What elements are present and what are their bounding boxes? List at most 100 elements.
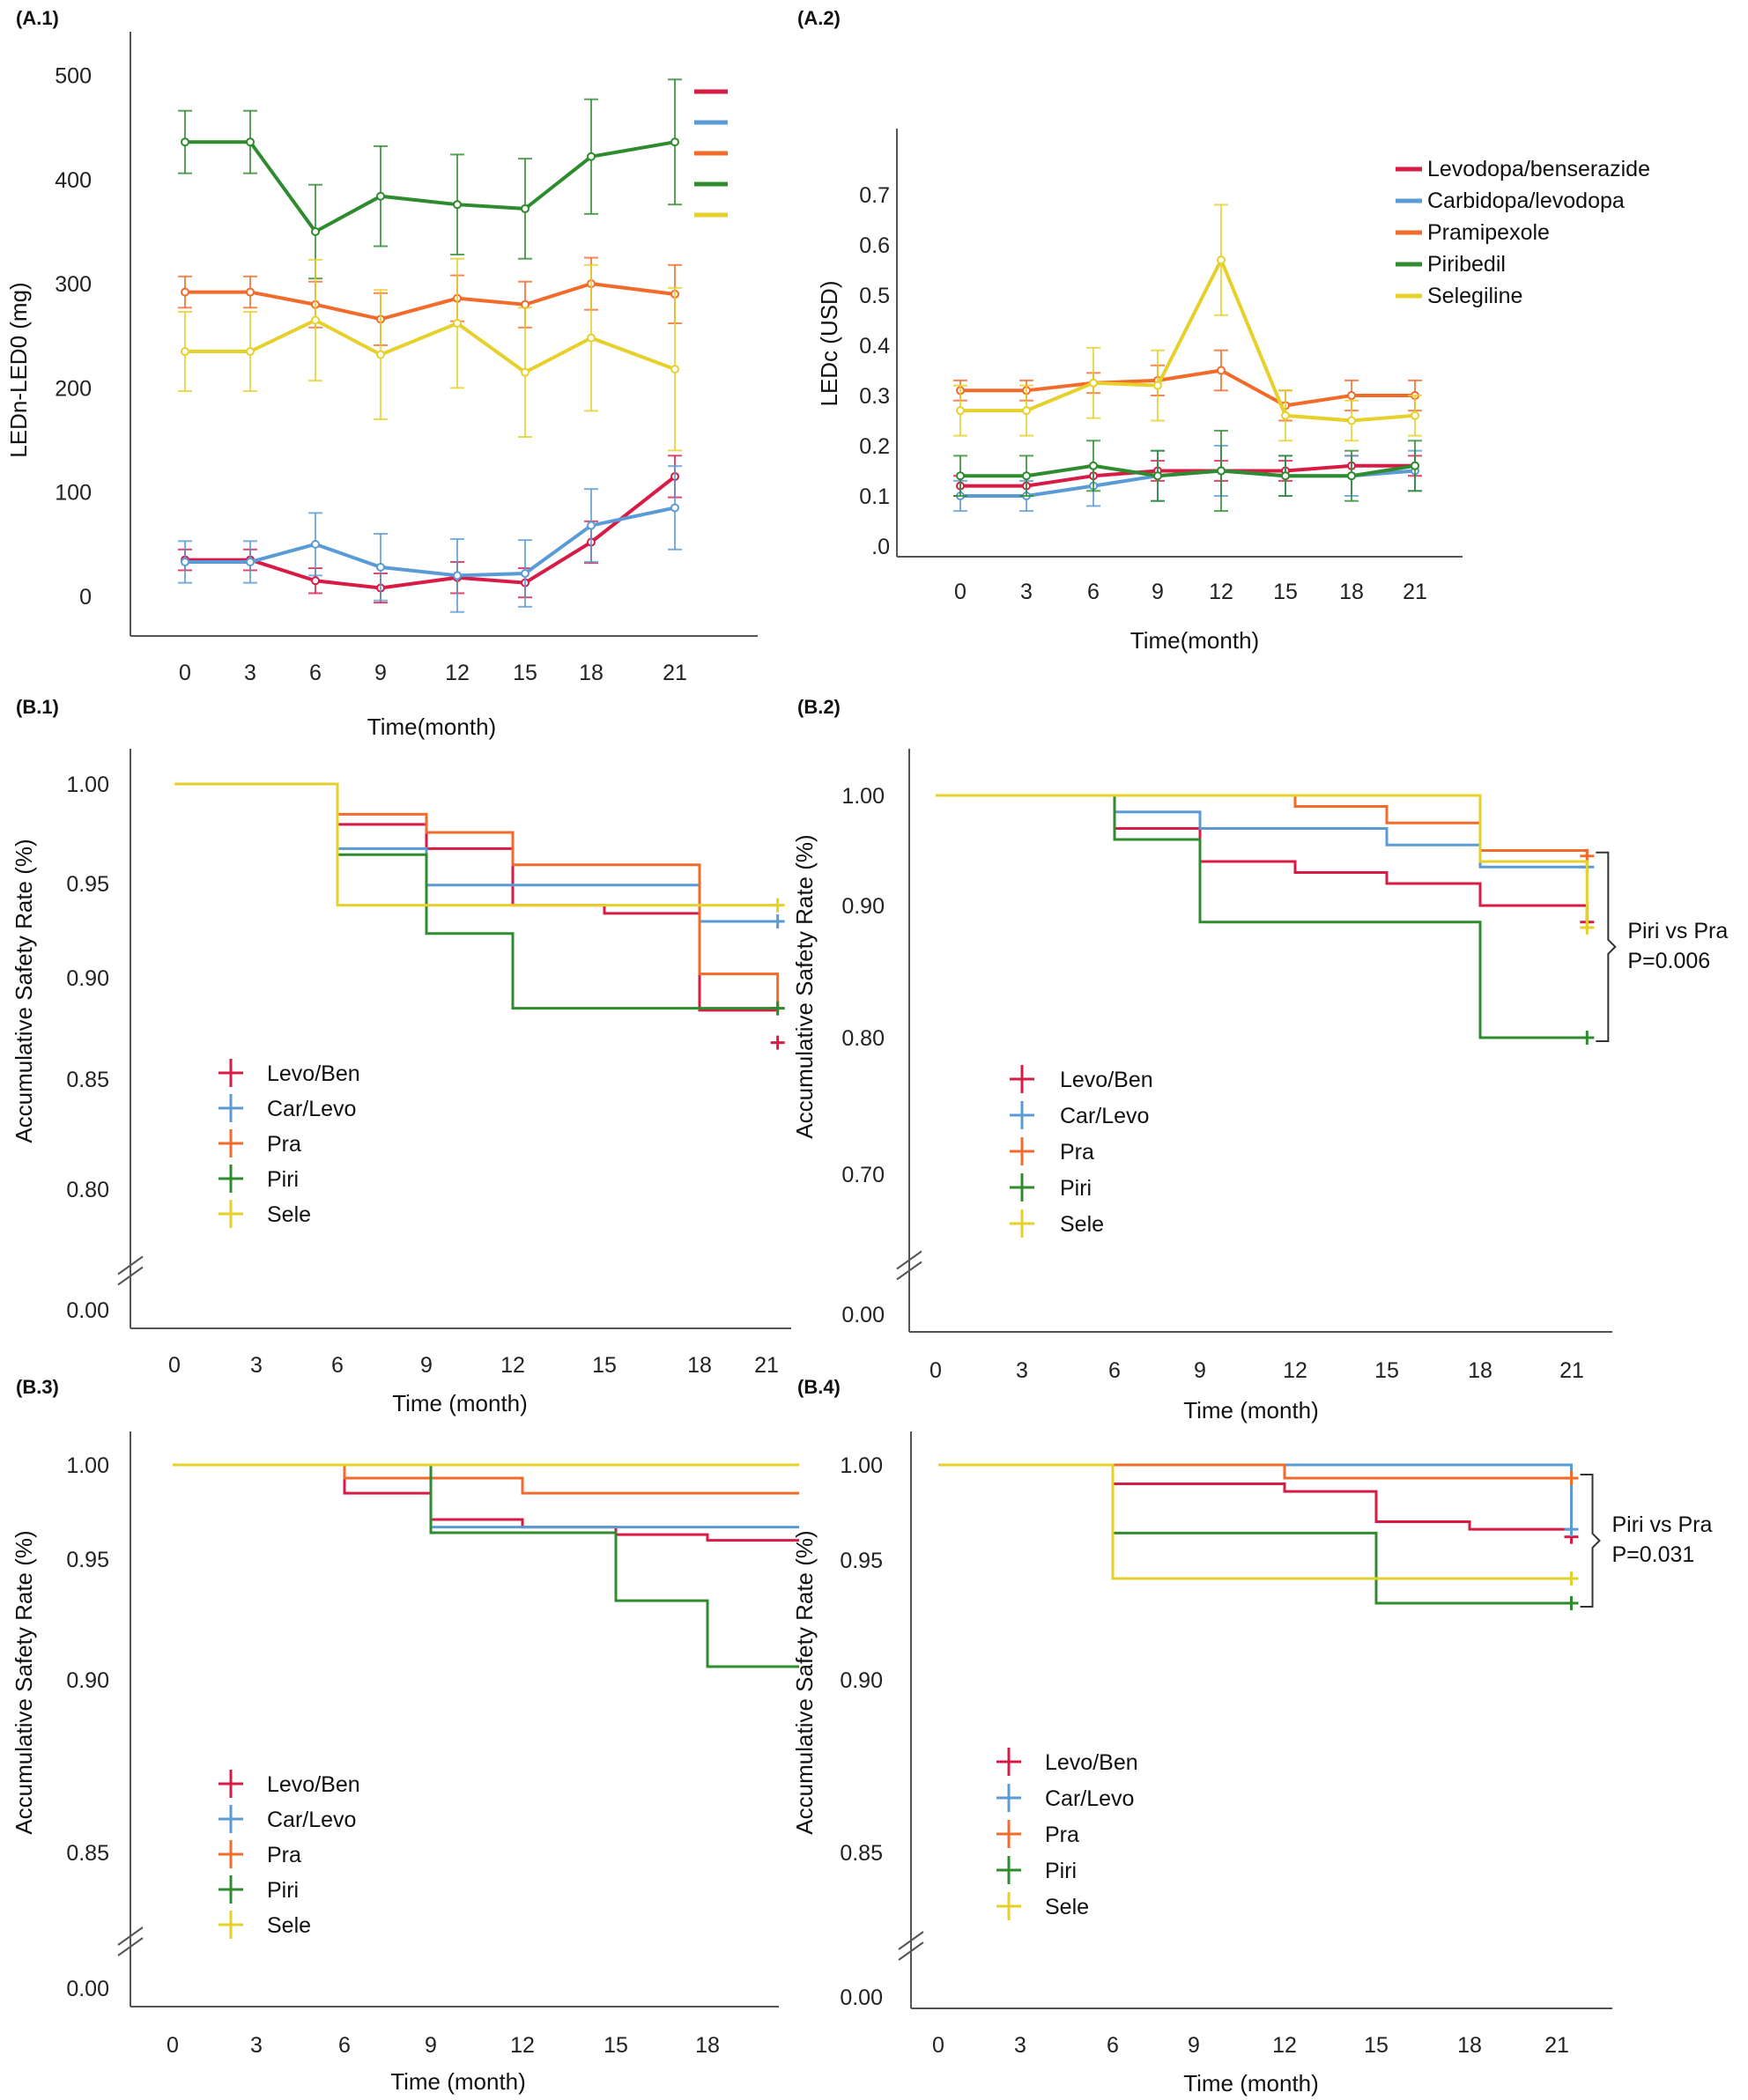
legend-label: Sele [267, 1913, 311, 1938]
y-tick-label: 1.00 [66, 1453, 109, 1478]
data-point [521, 568, 530, 578]
y-tick-label: 1.00 [66, 773, 109, 797]
charts-layer: (A.1) 0 3 6 9 12 15 18 21 Time(month) LEDn-LED0 (m… [5, 7, 1728, 2096]
y-axis-title: LEDn-LED0 (mg) [5, 282, 32, 457]
y-tick-label: 0.3 [859, 384, 890, 409]
p-value-label: P=0.031 [1612, 1542, 1695, 1567]
x-tick-label: 15 [604, 2033, 628, 2058]
data-point [181, 557, 189, 566]
y-tick-label: 0.80 [66, 1178, 109, 1202]
data-point [1153, 381, 1162, 390]
data-point [246, 287, 255, 297]
chart-A1: (A.1) 0 3 6 9 12 15 18 21 Time(month) LEDn-LED0 (m… [5, 7, 758, 740]
x-tick-label: 0 [168, 1353, 181, 1378]
x-tick-label: 9 [1152, 580, 1164, 604]
x-tick-label: 21 [754, 1353, 779, 1378]
survival-step-line [174, 782, 778, 907]
x-tick-label: 6 [338, 2033, 351, 2058]
comparison-label: Piri vs Pra [1612, 1512, 1713, 1537]
x-tick-label: 18 [687, 1353, 712, 1378]
legend-label: Piri [267, 1167, 299, 1192]
survival-step-line [938, 1463, 1572, 1580]
y-tick-label: 0.85 [66, 1068, 109, 1092]
x-axis-title: Time (month) [390, 2068, 526, 2095]
y-axis-title: Accumulative Safety Rate (%) [11, 839, 37, 1142]
y-tick-label: 0.95 [66, 1548, 109, 1572]
y-axis-title: Accumulative Safety Rate (%) [791, 1530, 818, 1834]
series-Piribedil [178, 78, 682, 280]
comparison-bracket [1580, 1474, 1601, 1608]
y-tick-label: 400 [55, 168, 92, 193]
y-axis-title: Accumulative Safety Rate (%) [791, 834, 818, 1138]
data-point [521, 367, 530, 377]
legend-label: Car/Levo [1045, 1786, 1134, 1811]
y-axis-title: LEDc (USD) [816, 280, 842, 406]
x-tick-label: 15 [1273, 580, 1298, 604]
x-tick-label: 18 [1468, 1358, 1492, 1383]
y-tick-label: 0.85 [840, 1841, 883, 1866]
legend-label: Sele [1045, 1895, 1089, 1919]
x-tick-label: 6 [1107, 2033, 1119, 2058]
panel-label: (B.2) [797, 696, 841, 718]
x-tick-label: 0 [932, 2033, 944, 2058]
panel-label: (B.1) [16, 696, 59, 718]
series-Sele [938, 1463, 1579, 1586]
series-Carbidopa/levodopa [178, 465, 682, 613]
y-tick-label: 0.5 [859, 284, 890, 308]
y-tick-label: 1.00 [841, 784, 885, 809]
data-point [521, 203, 530, 213]
x-axis-title: Time(month) [1130, 627, 1259, 654]
data-point [181, 287, 189, 297]
y-axis-title: Accumulative Safety Rate (%) [11, 1530, 37, 1834]
x-tick-label: 12 [1272, 2033, 1297, 2058]
chart-B4: (B.4) 0 3 6 9 12 15 18 21 Time (month) Accumulativ… [791, 1376, 1713, 2096]
data-point [1217, 366, 1226, 375]
data-point [670, 137, 679, 147]
survival-step-line [173, 1463, 799, 1668]
legend-label: Levo/Ben [1045, 1750, 1138, 1775]
data-point [1281, 471, 1290, 481]
y-tick-label: .0 [871, 535, 890, 559]
series-line [960, 463, 1416, 478]
x-tick-label: 3 [1016, 1358, 1028, 1383]
panel-label: (B.4) [797, 1376, 841, 1398]
chart-B3: (B.3) 0 3 6 9 12 15 18 Time (month) Accumulative … [11, 1376, 799, 2095]
series-Piri [173, 1463, 799, 1668]
legend-label: Car/Levo [267, 1808, 356, 1832]
x-tick-label: 12 [1283, 1358, 1307, 1383]
x-tick-label: 3 [1014, 2033, 1026, 2058]
series-Selegiline [953, 203, 1422, 442]
x-tick-label: 18 [1457, 2033, 1482, 2058]
series-line [960, 463, 1415, 488]
legend-label: Levo/Ben [267, 1772, 360, 1797]
axis-break-mark [117, 1266, 144, 1286]
y-tick-label: 0.90 [66, 966, 109, 991]
x-tick-label: 15 [592, 1353, 617, 1378]
x-tick-label: 0 [167, 2033, 179, 2058]
data-point [1022, 471, 1031, 481]
data-point [246, 346, 255, 356]
data-point [246, 137, 255, 147]
series-line [185, 475, 677, 590]
p-value-label: P=0.006 [1627, 949, 1710, 973]
data-point [1411, 410, 1419, 420]
y-tick-label: 0.2 [859, 434, 890, 459]
legend-label: Pra [1045, 1823, 1079, 1847]
y-tick-label: 0.1 [859, 484, 890, 509]
y-tick-label: 0.00 [840, 1985, 883, 2010]
legend-label: Pra [267, 1132, 301, 1157]
data-point [453, 319, 462, 329]
axis-break-mark [117, 1255, 144, 1276]
data-point [311, 315, 320, 325]
data-point [1089, 461, 1098, 470]
x-tick-label: 12 [500, 1353, 525, 1378]
x-tick-label: 18 [1339, 580, 1364, 604]
x-tick-label: 9 [1194, 1358, 1206, 1383]
x-tick-label: 9 [420, 1353, 433, 1378]
data-point [1153, 471, 1162, 481]
data-point [1281, 410, 1290, 420]
series-Sele [174, 782, 785, 913]
legend-label: Levo/Ben [267, 1061, 360, 1086]
